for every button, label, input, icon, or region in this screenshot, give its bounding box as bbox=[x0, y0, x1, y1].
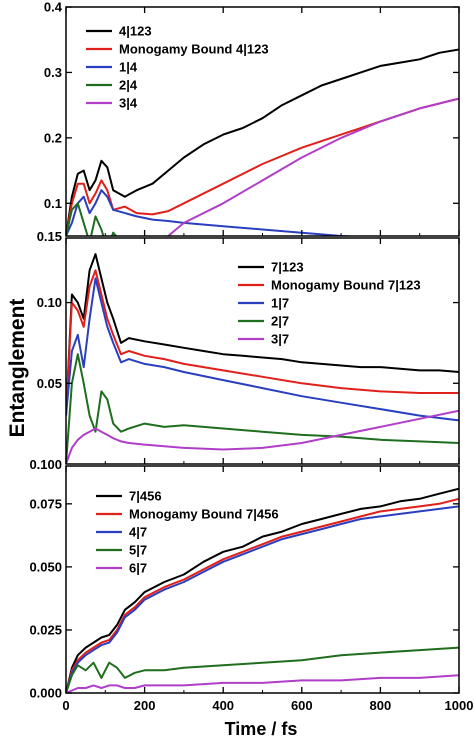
legend: 7|456 Monogamy Bound 7|456 4|7 5|7 6|7 bbox=[96, 489, 279, 576]
y-tick-label: 0.4 bbox=[44, 0, 63, 15]
y-axis-title: Entanglement bbox=[6, 299, 29, 438]
series-line-3 bbox=[66, 277, 459, 422]
x-tick-label: 800 bbox=[370, 698, 392, 713]
series-line-3 bbox=[66, 189, 361, 236]
legend: 4|123 Monogamy Bound 4|123 1|4 2|4 3|4 bbox=[86, 24, 269, 111]
legend-label: 3|4 bbox=[119, 96, 138, 111]
series-line-1 bbox=[66, 253, 459, 416]
x-tick-label: 1000 bbox=[445, 698, 474, 713]
series-line-4 bbox=[66, 646, 459, 693]
legend-label: 3|7 bbox=[271, 332, 289, 347]
series-lines bbox=[66, 253, 459, 464]
series-lines bbox=[66, 48, 459, 236]
legend-label: 2|4 bbox=[119, 78, 138, 93]
legend: 7|123 Monogamy Bound 7|123 1|7 2|7 3|7 bbox=[238, 260, 421, 347]
series-line-4 bbox=[66, 353, 459, 464]
x-tick-label: 600 bbox=[291, 698, 313, 713]
panel-1: 0.1 0.2 0.3 0.4 0.15 4|123 Monogamy Bound 4|12… bbox=[37, 0, 460, 244]
series-lines bbox=[66, 487, 459, 693]
series-line-1 bbox=[66, 48, 459, 236]
x-tick-label: 0 bbox=[62, 698, 69, 713]
series-line-5 bbox=[66, 409, 459, 464]
y-tick-label: 0.2 bbox=[44, 130, 62, 145]
x-tick-label: 200 bbox=[134, 698, 156, 713]
y-tick-label: 0.1 bbox=[44, 196, 62, 211]
series-line-5 bbox=[166, 97, 459, 236]
y-tick-label: 0.05 bbox=[37, 376, 62, 391]
series-line-5 bbox=[66, 674, 459, 693]
y-tick-label: 0.025 bbox=[29, 622, 62, 637]
panels-group: 0.1 0.2 0.3 0.4 0.15 4|123 Monogamy Bound 4|12… bbox=[29, 0, 473, 713]
legend-label: 1|7 bbox=[271, 296, 289, 311]
x-tick-label: 400 bbox=[212, 698, 234, 713]
panel-3: 0 200 400 600 800 1000 0.000 0.025 0.050 0.075 7|4… bbox=[29, 465, 474, 713]
legend-label: 4|7 bbox=[129, 525, 147, 540]
y-tick-label: 0.10 bbox=[37, 295, 62, 310]
series-line-3 bbox=[66, 505, 459, 693]
legend-label: 4|123 bbox=[119, 24, 152, 39]
legend-label: 7|456 bbox=[129, 489, 162, 504]
y-tick-label: 0.075 bbox=[29, 496, 62, 511]
series-line-4 bbox=[66, 202, 118, 236]
y-bottom-label: 0.100 bbox=[29, 457, 62, 472]
series-line-2 bbox=[66, 97, 459, 236]
panel-2: 0.05 0.10 0.100 7|123 Monogamy Bound 7|123 1|… bbox=[29, 237, 460, 472]
legend-label: Monogamy Bound 7|456 bbox=[129, 507, 279, 522]
series-line-1 bbox=[66, 487, 459, 693]
y-tick-label: 0.000 bbox=[29, 686, 62, 701]
legend-label: 2|7 bbox=[271, 314, 289, 329]
y-tick-label: 0.050 bbox=[29, 559, 62, 574]
legend-label: 6|7 bbox=[129, 561, 147, 576]
plot-frame bbox=[65, 465, 460, 694]
legend-label: 5|7 bbox=[129, 543, 147, 558]
series-line-2 bbox=[66, 497, 459, 693]
legend-label: Monogamy Bound 4|123 bbox=[119, 42, 269, 57]
series-line-2 bbox=[66, 269, 459, 416]
x-axis-title: Time / fs bbox=[225, 719, 298, 739]
legend-label: 7|123 bbox=[271, 260, 304, 275]
y-tick-label: 0.3 bbox=[44, 65, 62, 80]
legend-label: 1|4 bbox=[119, 60, 138, 75]
legend-label: Monogamy Bound 7|123 bbox=[271, 278, 421, 293]
y-bottom-label: 0.15 bbox=[37, 229, 62, 244]
